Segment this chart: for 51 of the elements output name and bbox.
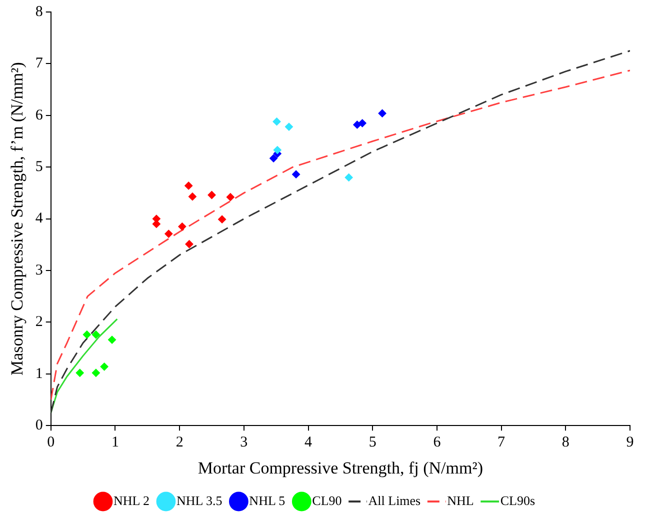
point bbox=[92, 368, 100, 377]
legend-label: NHL 3.5 bbox=[176, 492, 222, 508]
point bbox=[108, 336, 116, 344]
point bbox=[353, 120, 362, 129]
y-tick-label: 0 bbox=[35, 418, 43, 434]
point bbox=[226, 193, 234, 202]
x-tick-label: 5 bbox=[368, 434, 376, 451]
y-tick-label: 8 bbox=[35, 4, 43, 20]
legend-label: All Limes bbox=[368, 492, 421, 508]
y-axis-title: Masonry Compressive Strength, f’m (N/mm²) bbox=[8, 62, 27, 376]
point bbox=[76, 368, 84, 377]
y-tick-label: 6 bbox=[35, 107, 44, 124]
point bbox=[344, 173, 353, 182]
point bbox=[284, 122, 293, 131]
legend-label: NHL 5 bbox=[249, 492, 286, 508]
x-tick-label: 2 bbox=[176, 434, 184, 451]
x-tick-label: 9 bbox=[626, 434, 634, 451]
x-tick-label: 6 bbox=[433, 434, 442, 451]
point bbox=[292, 170, 300, 178]
legend-label: NHL 2 bbox=[113, 492, 150, 508]
point bbox=[100, 362, 108, 371]
point bbox=[164, 230, 173, 238]
point bbox=[82, 330, 91, 339]
point bbox=[185, 240, 194, 248]
legend-label: NHL bbox=[447, 492, 474, 508]
legend-label: CL90 bbox=[312, 492, 342, 508]
point bbox=[358, 119, 366, 128]
point bbox=[208, 191, 216, 200]
point bbox=[184, 182, 193, 190]
point bbox=[270, 154, 278, 162]
y-tick-label: 1 bbox=[35, 366, 43, 382]
y-tick-label: 5 bbox=[35, 159, 43, 176]
point bbox=[378, 109, 386, 118]
point bbox=[273, 146, 282, 154]
point bbox=[218, 215, 226, 224]
y-tick-label: 7 bbox=[35, 56, 44, 72]
x-tick-label: 0 bbox=[47, 434, 55, 451]
point bbox=[92, 330, 100, 339]
x-tick-label: 3 bbox=[240, 434, 248, 451]
x-tick-label: 8 bbox=[562, 434, 570, 451]
x-tick-label: 1 bbox=[111, 434, 119, 451]
y-tick-label: 3 bbox=[35, 262, 43, 278]
point bbox=[188, 192, 196, 201]
x-tick-label: 7 bbox=[498, 434, 506, 451]
y-tick-label: 4 bbox=[35, 210, 44, 227]
x-tick-label: 4 bbox=[304, 434, 313, 451]
legend-label: CL90s bbox=[500, 492, 536, 508]
point bbox=[178, 222, 186, 231]
point bbox=[272, 118, 281, 126]
x-axis-title: Mortar Compressive Strength, fj (N/mm²) bbox=[198, 458, 483, 478]
y-tick-label: 2 bbox=[35, 314, 43, 330]
